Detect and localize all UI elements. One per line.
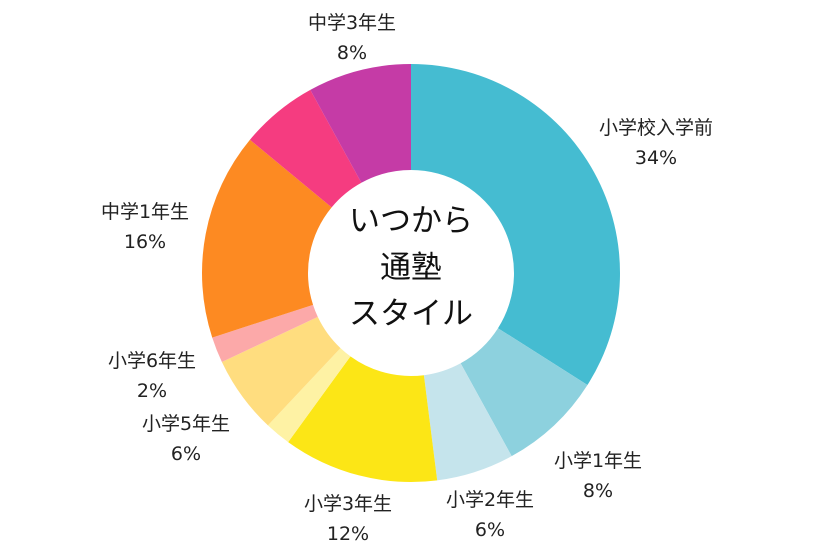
center-line-2: 通塾	[380, 250, 442, 286]
label-name-0: 小学校入学前	[599, 117, 713, 139]
label-name-1: 小学1年生	[554, 450, 642, 472]
slice-3	[288, 356, 438, 482]
label-name-5: 小学5年生	[142, 413, 230, 435]
slice-0	[411, 64, 620, 385]
label-name-2: 小学2年生	[446, 489, 534, 511]
label-value-9: 8%	[337, 42, 367, 64]
label-name-7: 中学1年生	[101, 201, 189, 223]
label-value-7: 16%	[124, 231, 166, 253]
label-value-0: 34%	[635, 147, 677, 169]
center-text: いつから 通塾 スタイル	[349, 203, 473, 332]
label-value-1: 8%	[583, 480, 613, 502]
label-name-9: 中学3年生	[308, 12, 396, 34]
center-line-3: スタイル	[349, 296, 473, 332]
slice-6	[212, 304, 318, 362]
label-name-3: 小学3年生	[304, 493, 392, 515]
slices-group	[202, 64, 620, 482]
slice-7	[202, 139, 332, 338]
slice-8	[249, 89, 362, 208]
label-value-5: 6%	[171, 443, 201, 465]
label-value-2: 6%	[475, 519, 505, 541]
slice-4	[267, 348, 351, 443]
label-value-3: 12%	[327, 523, 369, 545]
center-line-1: いつから	[349, 203, 473, 239]
slice-1	[460, 328, 588, 457]
slice-5	[221, 316, 341, 426]
slice-2	[423, 363, 512, 481]
slice-labels: 小学校入学前 34% 小学1年生 8% 小学2年生 6% 小学3年生 12% 小…	[101, 12, 713, 545]
label-name-6: 小学6年生	[108, 350, 196, 372]
label-value-6: 2%	[137, 380, 167, 402]
slice-9	[310, 64, 411, 183]
